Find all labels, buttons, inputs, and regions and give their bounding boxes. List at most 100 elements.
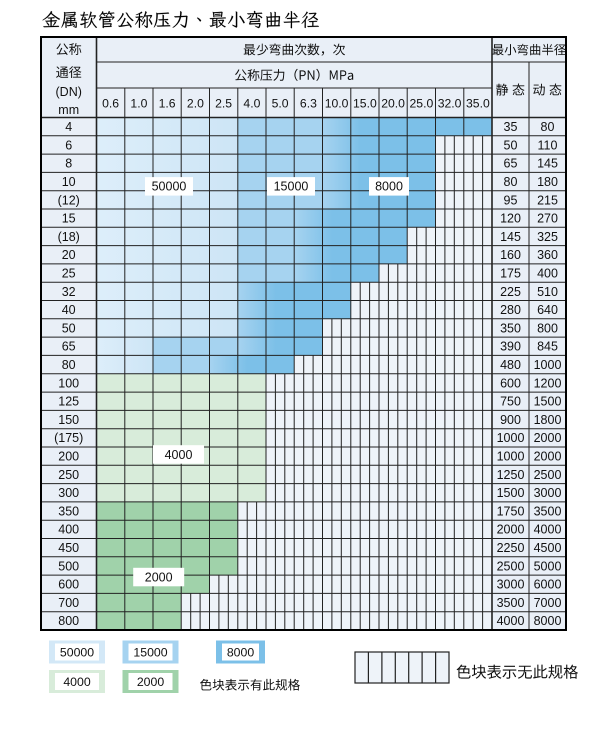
svg-text:35.0: 35.0 <box>466 97 490 111</box>
svg-text:2.5: 2.5 <box>215 97 232 111</box>
svg-text:15: 15 <box>62 212 76 226</box>
svg-text:80: 80 <box>504 175 518 189</box>
svg-text:700: 700 <box>58 596 79 610</box>
svg-text:1000: 1000 <box>497 450 525 464</box>
svg-text:5000: 5000 <box>534 559 562 573</box>
svg-text:50: 50 <box>62 321 76 335</box>
svg-text:100: 100 <box>58 376 79 390</box>
svg-text:4500: 4500 <box>534 541 562 555</box>
svg-text:3000: 3000 <box>497 578 525 592</box>
svg-text:350: 350 <box>500 321 521 335</box>
svg-text:0.6: 0.6 <box>102 97 119 111</box>
svg-text:6.3: 6.3 <box>300 97 317 111</box>
svg-text:2000: 2000 <box>534 431 562 445</box>
svg-text:1750: 1750 <box>497 504 525 518</box>
svg-text:180: 180 <box>537 175 558 189</box>
svg-text:600: 600 <box>58 578 79 592</box>
svg-text:3000: 3000 <box>534 486 562 500</box>
svg-text:8000: 8000 <box>375 180 403 194</box>
svg-text:325: 325 <box>537 230 558 244</box>
svg-text:7000: 7000 <box>534 596 562 610</box>
svg-text:480: 480 <box>500 358 521 372</box>
svg-text:6000: 6000 <box>534 578 562 592</box>
svg-text:800: 800 <box>58 614 79 628</box>
svg-text:900: 900 <box>500 413 521 427</box>
svg-text:2000: 2000 <box>534 450 562 464</box>
svg-text:1000: 1000 <box>497 431 525 445</box>
svg-text:300: 300 <box>58 486 79 500</box>
svg-text:80: 80 <box>541 120 555 134</box>
svg-text:1500: 1500 <box>534 395 562 409</box>
svg-text:4000: 4000 <box>63 675 91 689</box>
svg-text:50000: 50000 <box>152 180 187 194</box>
svg-text:5.0: 5.0 <box>272 97 289 111</box>
svg-text:400: 400 <box>58 523 79 537</box>
svg-text:390: 390 <box>500 340 521 354</box>
svg-text:8000: 8000 <box>227 645 255 659</box>
svg-text:450: 450 <box>58 541 79 555</box>
svg-text:65: 65 <box>504 157 518 171</box>
svg-text:20.0: 20.0 <box>381 97 405 111</box>
svg-text:25: 25 <box>62 267 76 281</box>
svg-text:2000: 2000 <box>497 523 525 537</box>
svg-text:800: 800 <box>537 321 558 335</box>
svg-text:2500: 2500 <box>497 559 525 573</box>
svg-text:225: 225 <box>500 285 521 299</box>
svg-text:40: 40 <box>62 303 76 317</box>
svg-text:110: 110 <box>538 138 558 152</box>
svg-text:15.0: 15.0 <box>353 97 377 111</box>
svg-text:3500: 3500 <box>534 504 562 518</box>
svg-text:1.6: 1.6 <box>159 97 176 111</box>
svg-text:25.0: 25.0 <box>410 97 434 111</box>
svg-text:640: 640 <box>537 303 558 317</box>
svg-text:32: 32 <box>62 285 76 299</box>
svg-text:35: 35 <box>504 120 518 134</box>
svg-text:400: 400 <box>537 267 558 281</box>
svg-text:20: 20 <box>62 248 76 262</box>
svg-text:(18): (18) <box>58 230 80 244</box>
svg-text:360: 360 <box>537 248 558 262</box>
svg-text:80: 80 <box>62 358 76 372</box>
svg-text:3500: 3500 <box>497 596 525 610</box>
svg-text:6: 6 <box>65 138 72 152</box>
svg-text:145: 145 <box>500 230 521 244</box>
svg-text:1200: 1200 <box>534 376 562 390</box>
svg-text:2000: 2000 <box>137 675 165 689</box>
svg-text:750: 750 <box>500 395 521 409</box>
svg-text:15000: 15000 <box>133 645 167 659</box>
svg-text:215: 215 <box>537 193 558 207</box>
svg-text:1800: 1800 <box>534 413 562 427</box>
svg-text:1250: 1250 <box>497 468 525 482</box>
svg-text:510: 510 <box>537 285 558 299</box>
svg-text:10.0: 10.0 <box>325 97 349 111</box>
svg-text:4: 4 <box>65 120 72 134</box>
svg-text:50: 50 <box>504 138 518 152</box>
svg-text:150: 150 <box>58 413 79 427</box>
svg-text:1.0: 1.0 <box>130 97 147 111</box>
svg-text:2.0: 2.0 <box>187 97 204 111</box>
svg-text:32.0: 32.0 <box>438 97 462 111</box>
svg-text:65: 65 <box>62 340 76 354</box>
svg-text:200: 200 <box>58 450 79 464</box>
svg-text:250: 250 <box>58 468 79 482</box>
svg-text:270: 270 <box>537 212 558 226</box>
svg-text:145: 145 <box>537 157 558 171</box>
svg-text:160: 160 <box>500 248 521 262</box>
svg-text:1500: 1500 <box>497 486 525 500</box>
svg-text:50000: 50000 <box>60 645 94 659</box>
svg-text:95: 95 <box>504 193 518 207</box>
svg-text:8000: 8000 <box>534 614 562 628</box>
svg-text:10: 10 <box>62 175 76 189</box>
svg-text:350: 350 <box>58 504 79 518</box>
svg-text:175: 175 <box>500 267 521 281</box>
svg-text:600: 600 <box>500 376 521 390</box>
svg-text:1000: 1000 <box>534 358 562 372</box>
svg-text:500: 500 <box>58 559 79 573</box>
svg-text:2000: 2000 <box>145 570 173 584</box>
svg-text:845: 845 <box>537 340 558 354</box>
svg-text:280: 280 <box>500 303 521 317</box>
svg-text:(DN): (DN) <box>56 85 82 99</box>
svg-text:120: 120 <box>500 212 521 226</box>
svg-text:4.0: 4.0 <box>243 97 260 111</box>
svg-text:4000: 4000 <box>497 614 525 628</box>
